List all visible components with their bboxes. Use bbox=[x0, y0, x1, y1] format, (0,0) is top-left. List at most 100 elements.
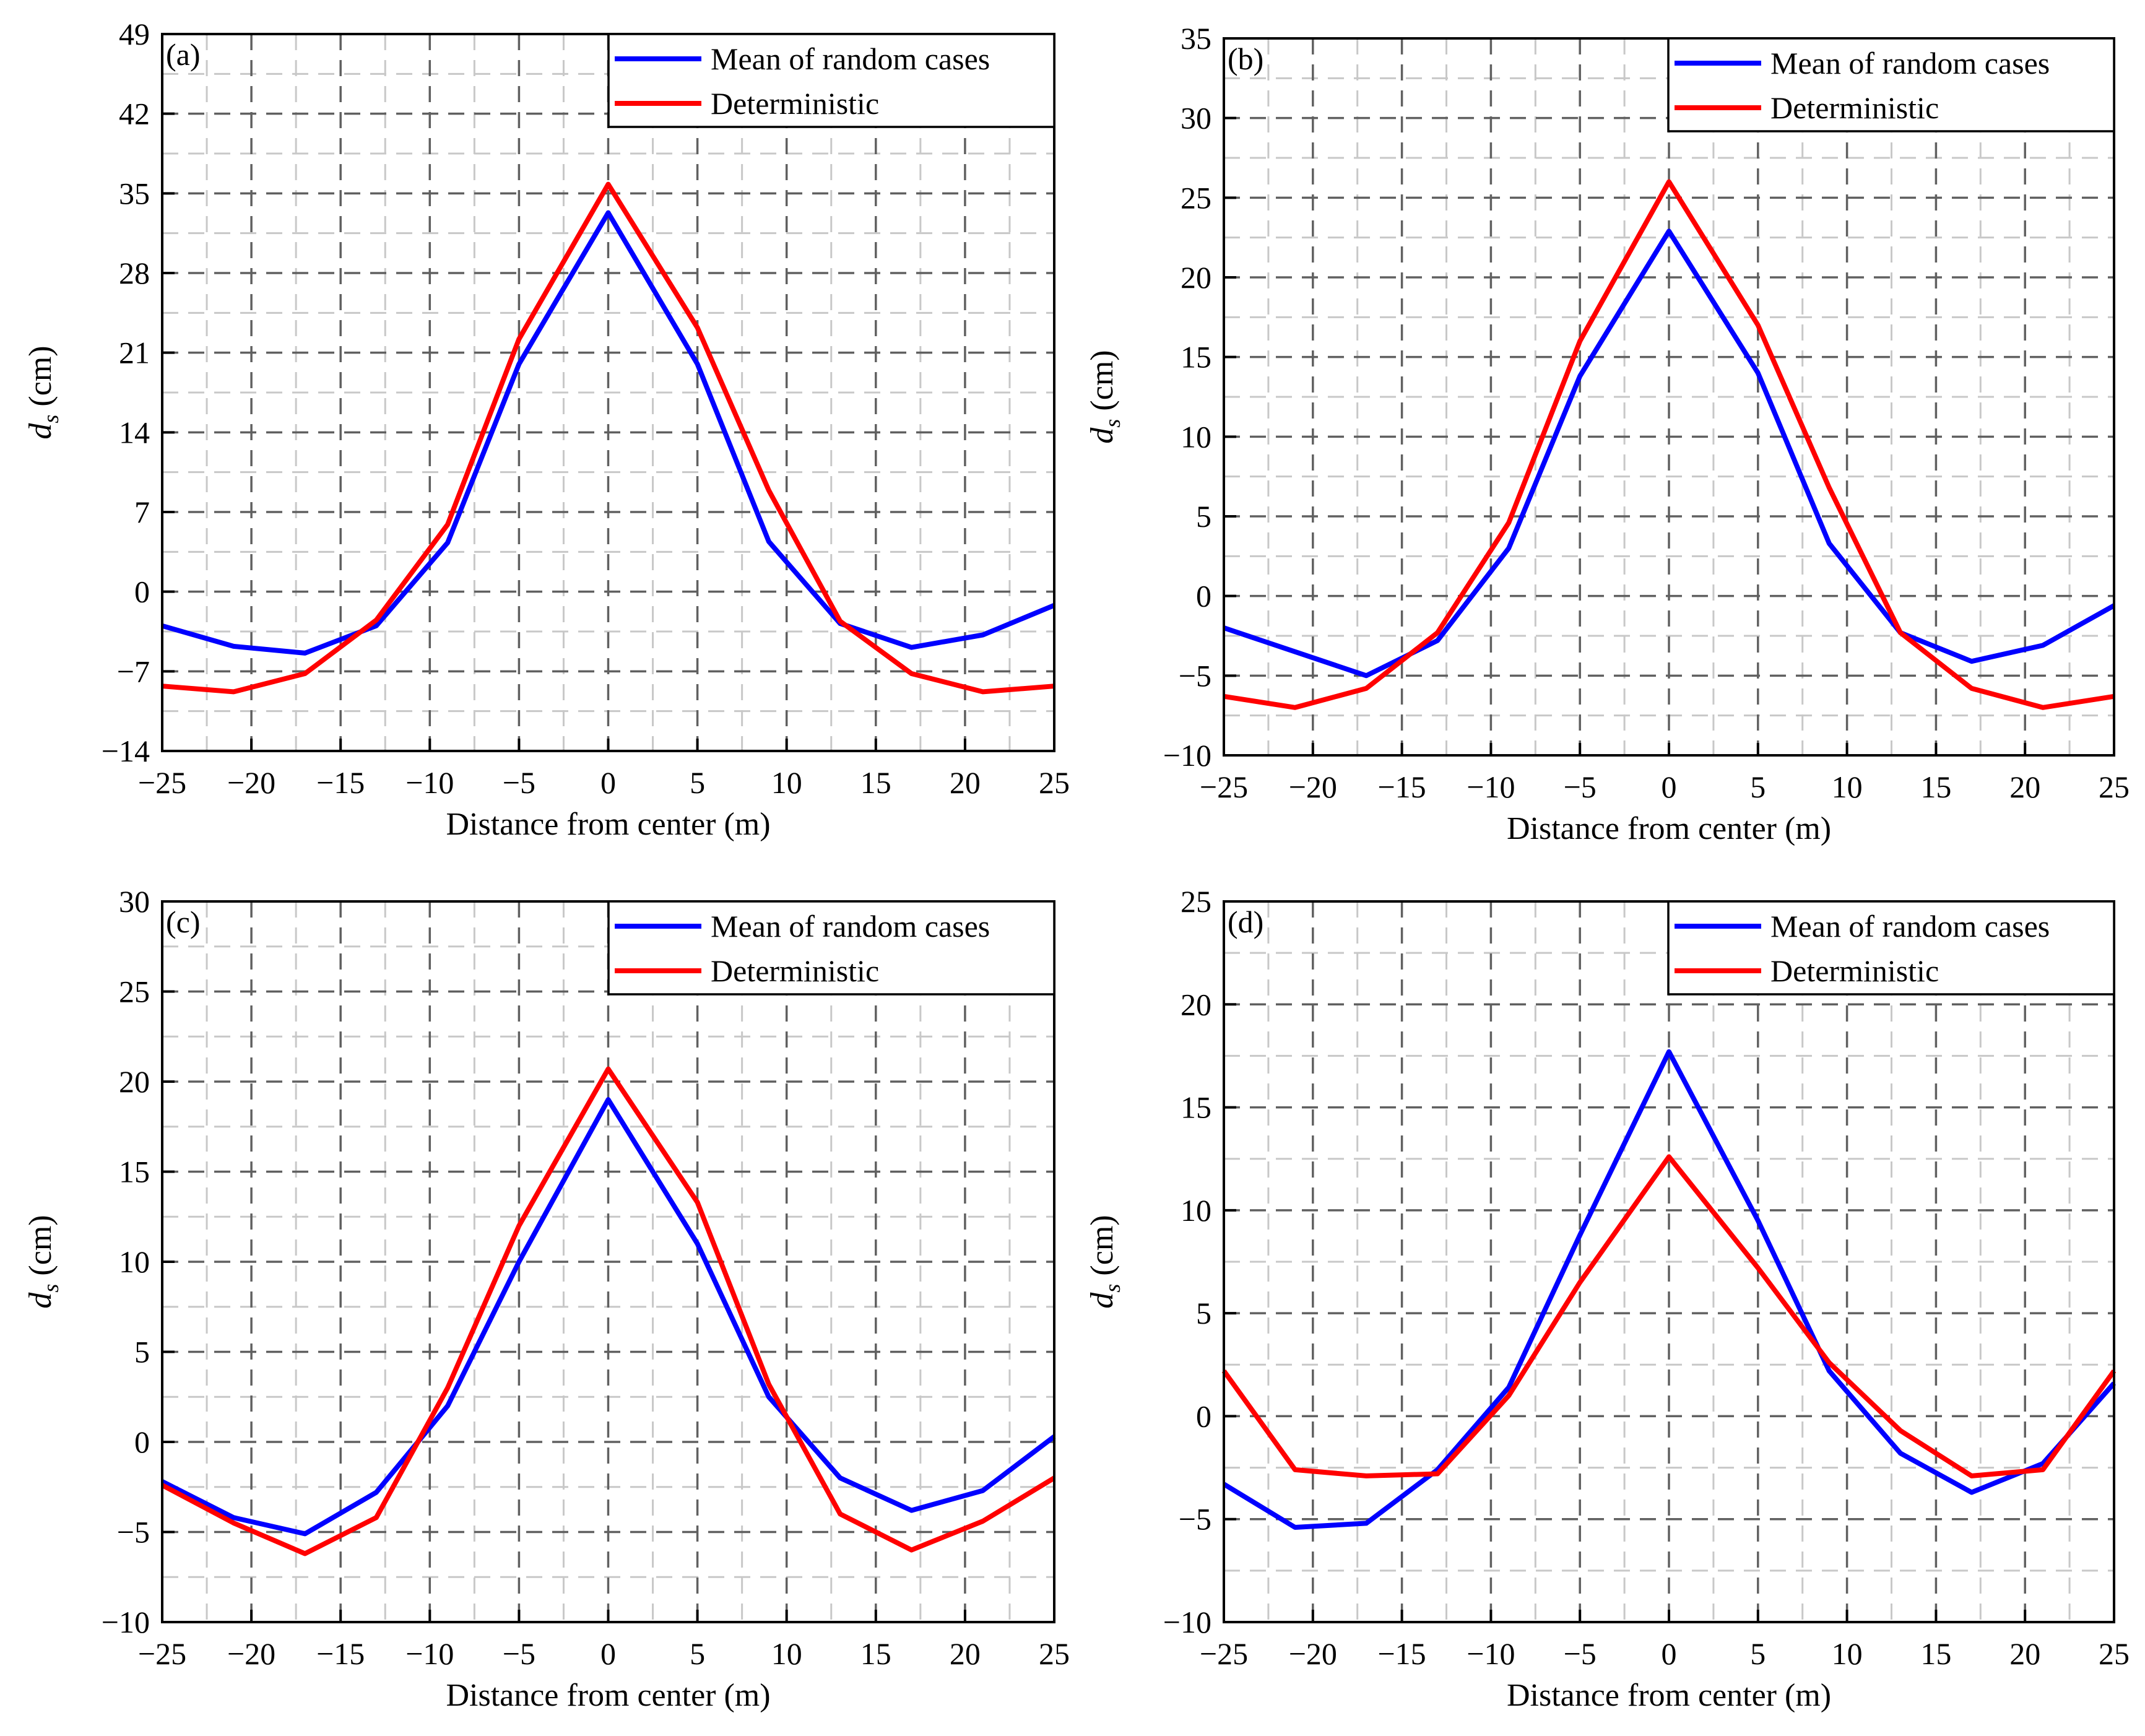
x-tick-label: −5 bbox=[503, 1636, 535, 1671]
y-tick-label: −10 bbox=[1163, 738, 1211, 773]
x-tick-label: −20 bbox=[1289, 1636, 1337, 1671]
x-axis-title: Distance from center (m) bbox=[1507, 1678, 1831, 1713]
y-tick-label: 25 bbox=[1181, 180, 1211, 215]
x-tick-label: −5 bbox=[1564, 1636, 1597, 1671]
y-tick-label: 10 bbox=[1181, 419, 1211, 454]
chart-panel: −25 −20 −15 −10 −5 0 5 10 15 20 25 −10 −5 0 5 10 15 20 25 3… bbox=[1085, 21, 2130, 846]
legend-label: Mean of random cases bbox=[711, 41, 990, 76]
y-tick-label: 15 bbox=[1181, 340, 1211, 375]
x-tick-label: 25 bbox=[1039, 1636, 1070, 1671]
x-tick-label: −20 bbox=[227, 765, 275, 800]
y-tick-label: −5 bbox=[117, 1515, 150, 1550]
legend-label: Deterministic bbox=[1770, 90, 1939, 125]
x-tick-label: 10 bbox=[771, 1636, 802, 1671]
x-tick-label: 5 bbox=[690, 765, 705, 800]
x-tick-label: 5 bbox=[1750, 770, 1766, 804]
x-tick-label: −10 bbox=[1467, 1636, 1515, 1671]
y-tick-label: −14 bbox=[102, 734, 150, 768]
y-tick-label: 30 bbox=[119, 884, 150, 919]
panel-label: (b) bbox=[1228, 41, 1263, 76]
y-tick-label: 49 bbox=[119, 17, 150, 51]
x-tick-label: −25 bbox=[138, 765, 186, 800]
y-tick-label: 15 bbox=[1181, 1090, 1211, 1125]
y-tick-label: −5 bbox=[1179, 658, 1211, 693]
x-tick-label: −15 bbox=[1377, 770, 1426, 804]
legend-box bbox=[1667, 37, 2115, 132]
y-tick-label: 0 bbox=[1196, 1399, 1211, 1433]
x-tick-label: −15 bbox=[1377, 1636, 1426, 1671]
x-tick-label: 5 bbox=[690, 1636, 705, 1671]
x-tick-label: −20 bbox=[227, 1636, 275, 1671]
x-tick-label: 0 bbox=[1662, 1636, 1677, 1671]
x-tick-label: −25 bbox=[1200, 770, 1248, 804]
panel-label: (c) bbox=[166, 905, 201, 939]
y-tick-label: 5 bbox=[1196, 1296, 1211, 1330]
x-tick-label: −10 bbox=[405, 765, 454, 800]
series-line-deterministic bbox=[1221, 1154, 2117, 1478]
x-tick-label: 25 bbox=[2099, 1636, 2130, 1671]
y-tick-label: 0 bbox=[1196, 579, 1211, 614]
y-axis-title: ds (cm) bbox=[23, 1215, 63, 1308]
legend-label: Deterministic bbox=[711, 953, 879, 988]
x-tick-label: 15 bbox=[860, 1636, 891, 1671]
x-tick-label: 10 bbox=[1832, 770, 1863, 804]
y-tick-label: −10 bbox=[1163, 1605, 1211, 1639]
legend: Mean of random cases Deterministic bbox=[1667, 37, 2115, 132]
y-tick-label: 0 bbox=[134, 575, 150, 609]
x-tick-label: −5 bbox=[1564, 770, 1597, 804]
chart-panel: −25 −20 −15 −10 −5 0 5 10 15 20 25 −14 −7 0 7 14 21 28 35 4… bbox=[23, 17, 1070, 842]
y-tick-label: −5 bbox=[1179, 1502, 1211, 1537]
x-tick-label: 15 bbox=[1920, 770, 1951, 804]
x-axis-title: Distance from center (m) bbox=[446, 807, 770, 842]
y-tick-label: 5 bbox=[134, 1335, 150, 1369]
x-tick-label: 25 bbox=[1039, 765, 1070, 800]
x-tick-label: 10 bbox=[1832, 1636, 1863, 1671]
chart-panel: −25 −20 −15 −10 −5 0 5 10 15 20 25 −10 −5 0 5 10 15 20 25 D… bbox=[1085, 884, 2130, 1713]
x-tick-label: −15 bbox=[316, 765, 365, 800]
legend-label: Deterministic bbox=[711, 86, 879, 121]
y-tick-label: 20 bbox=[119, 1064, 150, 1099]
legend-label: Mean of random cases bbox=[1770, 909, 2050, 944]
legend-label: Mean of random cases bbox=[711, 909, 990, 944]
y-tick-label: 20 bbox=[1181, 987, 1211, 1022]
chart-panel: −25 −20 −15 −10 −5 0 5 10 15 20 25 −10 −5 0 5 10 15 20 25 3… bbox=[23, 884, 1070, 1713]
x-tick-label: 25 bbox=[2099, 770, 2130, 804]
series-line-mean bbox=[1223, 228, 2115, 679]
series-line-mean bbox=[161, 1097, 1056, 1537]
legend: Mean of random cases Deterministic bbox=[1667, 900, 2115, 996]
y-tick-label: 10 bbox=[119, 1244, 150, 1279]
y-tick-label: 5 bbox=[1196, 499, 1211, 534]
legend-label: Deterministic bbox=[1770, 953, 1939, 988]
x-tick-label: −25 bbox=[1200, 1636, 1248, 1671]
x-tick-label: 0 bbox=[600, 765, 616, 800]
y-tick-label: 20 bbox=[1181, 260, 1211, 295]
x-tick-label: 0 bbox=[600, 1636, 616, 1671]
y-axis-title: ds (cm) bbox=[1085, 350, 1125, 443]
legend-box bbox=[607, 900, 1055, 996]
series-line-deterministic bbox=[161, 1066, 1056, 1556]
x-tick-label: 20 bbox=[950, 765, 981, 800]
x-tick-label: 0 bbox=[1662, 770, 1677, 804]
x-axis-title: Distance from center (m) bbox=[446, 1678, 770, 1713]
series-line-deterministic bbox=[162, 181, 1055, 695]
legend-box bbox=[1667, 900, 2115, 996]
x-axis-title: Distance from center (m) bbox=[1507, 811, 1831, 846]
y-tick-label: 21 bbox=[119, 336, 150, 370]
series-line-mean bbox=[1222, 1049, 2116, 1530]
y-tick-label: 35 bbox=[119, 176, 150, 210]
series-line-mean bbox=[161, 210, 1055, 656]
x-tick-label: −5 bbox=[503, 765, 535, 800]
y-tick-label: 42 bbox=[119, 97, 150, 131]
y-tick-label: 15 bbox=[119, 1155, 150, 1189]
y-tick-label: 25 bbox=[1181, 884, 1211, 919]
y-tick-label: 30 bbox=[1181, 101, 1211, 136]
x-tick-label: 20 bbox=[2009, 770, 2040, 804]
panel-label: (a) bbox=[166, 37, 201, 72]
legend-label: Mean of random cases bbox=[1770, 46, 2050, 80]
legend-box bbox=[607, 33, 1055, 128]
y-tick-label: 25 bbox=[119, 974, 150, 1009]
x-tick-label: 15 bbox=[860, 765, 891, 800]
x-tick-label: 15 bbox=[1920, 1636, 1951, 1671]
